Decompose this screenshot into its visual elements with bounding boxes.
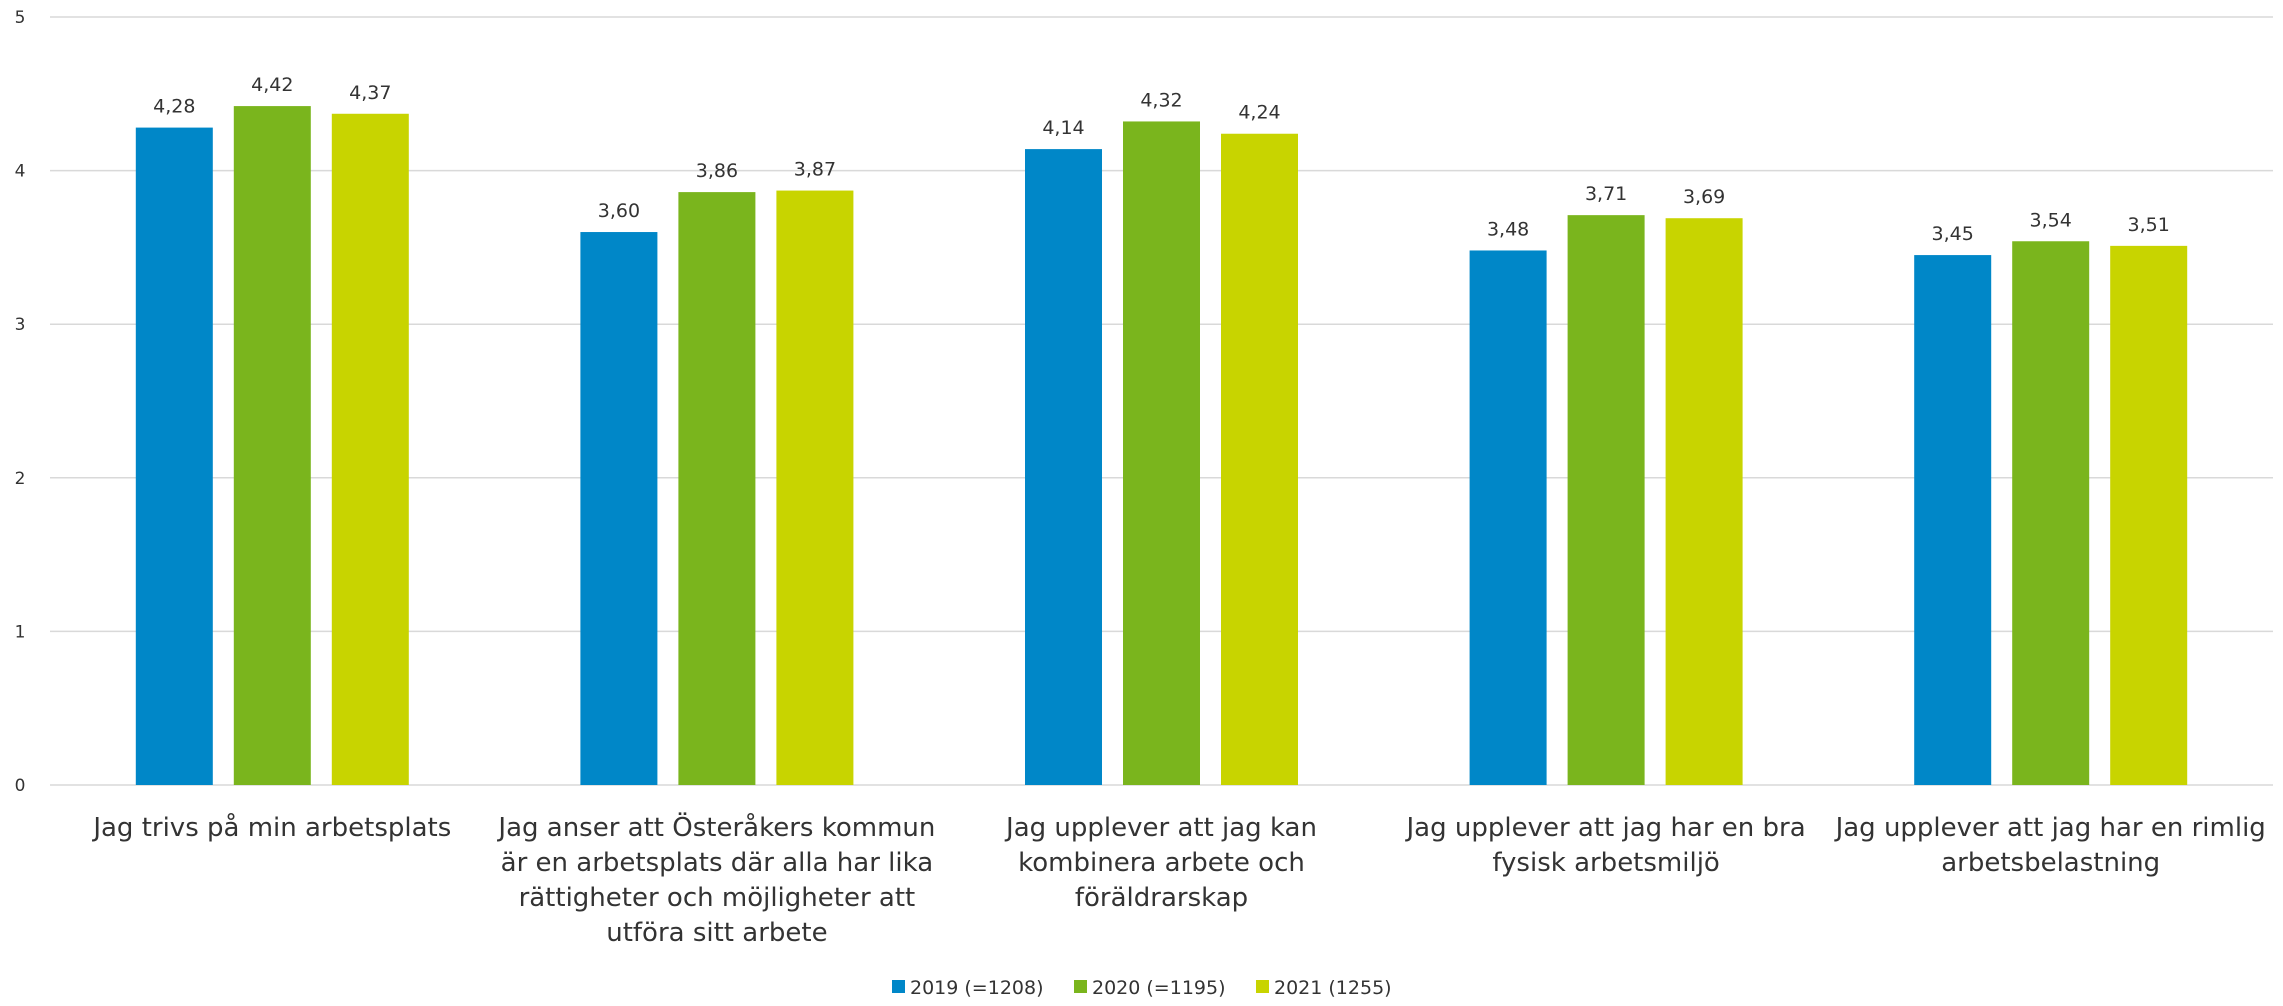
bar <box>580 232 658 786</box>
data-label: 4,24 <box>1238 102 1280 124</box>
y-tick-label: 1 <box>15 622 26 642</box>
bar <box>2012 241 2090 786</box>
y-axis-ticks: 0 1 2 3 4 5 <box>15 8 26 796</box>
bar <box>1469 250 1547 786</box>
bar <box>1567 215 1645 786</box>
data-label: 3,69 <box>1683 186 1725 208</box>
legend-item[interactable]: 2019 (=1208) <box>892 977 1044 999</box>
category-label-line: Jag anser att Österåkers kommun <box>496 811 935 843</box>
legend-label: 2019 (=1208) <box>910 977 1044 999</box>
category-label-line: fysisk arbetsmiljö <box>1492 848 1720 878</box>
y-tick-label: 4 <box>15 162 26 182</box>
category-label: Jag anser att Österåkers kommun är en arb… <box>496 811 935 948</box>
data-label: 4,37 <box>349 82 391 104</box>
category-label-line: föräldrarskap <box>1075 883 1248 913</box>
data-label: 3,60 <box>598 200 640 222</box>
data-label: 3,86 <box>696 160 738 182</box>
legend-label: 2020 (=1195) <box>1092 977 1226 999</box>
bar <box>135 127 213 786</box>
data-label: 3,71 <box>1585 183 1627 205</box>
legend-swatch <box>1256 980 1269 993</box>
x-axis-categories: Jag trivs på min arbetsplats Jag anser at… <box>91 811 2265 948</box>
legend-swatch <box>892 980 905 993</box>
data-label: 4,14 <box>1042 117 1084 139</box>
bar <box>1221 133 1298 786</box>
bar <box>678 192 756 785</box>
category-label-line: är en arbetsplats där alla har lika <box>501 848 933 878</box>
bar <box>776 190 854 785</box>
bar <box>1914 255 1992 785</box>
data-label: 4,42 <box>251 74 293 96</box>
bar <box>331 113 409 785</box>
y-tick-label: 3 <box>15 315 26 335</box>
legend-label: 2021 (1255) <box>1274 977 1392 999</box>
bar <box>1665 218 1743 785</box>
category-label-line: Jag trivs på min arbetsplats <box>91 812 451 843</box>
category-label: Jag trivs på min arbetsplats <box>91 812 451 843</box>
y-tick-label: 2 <box>15 469 26 489</box>
category-label-line: kombinera arbete och <box>1018 848 1305 878</box>
category-label-line: Jag upplever att jag kan <box>1004 813 1317 843</box>
data-label: 3,45 <box>1932 223 1974 245</box>
category-label-line: arbetsbelastning <box>1941 848 2160 878</box>
data-label: 4,32 <box>1140 89 1182 111</box>
data-label: 3,54 <box>2030 209 2072 231</box>
category-label-line: Jag upplever att jag har en bra <box>1405 813 1806 843</box>
data-label: 4,28 <box>153 96 195 118</box>
legend-swatch <box>1074 980 1087 993</box>
bar <box>233 106 311 785</box>
category-label: Jag upplever att jag har en rimlig arbets… <box>1834 813 2266 878</box>
legend-item[interactable]: 2021 (1255) <box>1256 977 1392 999</box>
data-label: 3,87 <box>794 159 836 181</box>
category-label: Jag upplever att jag kan kombinera arbete… <box>1004 813 1317 913</box>
category-label-line: rättigheter och möjligheter att <box>519 883 916 913</box>
category-label-line: utföra sitt arbete <box>606 918 827 948</box>
bar <box>1123 121 1200 785</box>
legend-item[interactable]: 2020 (=1195) <box>1074 977 1226 999</box>
category-label-line: Jag upplever att jag har en rimlig <box>1834 813 2266 843</box>
bar <box>1025 149 1102 785</box>
bars <box>135 106 2188 786</box>
data-label: 3,51 <box>2128 214 2170 236</box>
category-label: Jag upplever att jag har en bra fysisk ar… <box>1405 813 1806 878</box>
data-label: 3,48 <box>1487 218 1529 240</box>
legend[interactable]: 2019 (=1208) 2020 (=1195) 2021 (1255) <box>892 977 1392 999</box>
y-tick-label: 5 <box>15 8 26 28</box>
bar <box>2110 245 2188 785</box>
data-labels: 4,28 4,42 4,37 3,60 3,86 3,87 4,14 4,32 4,24 3,48… <box>153 74 2170 245</box>
y-tick-label: 0 <box>15 776 26 796</box>
